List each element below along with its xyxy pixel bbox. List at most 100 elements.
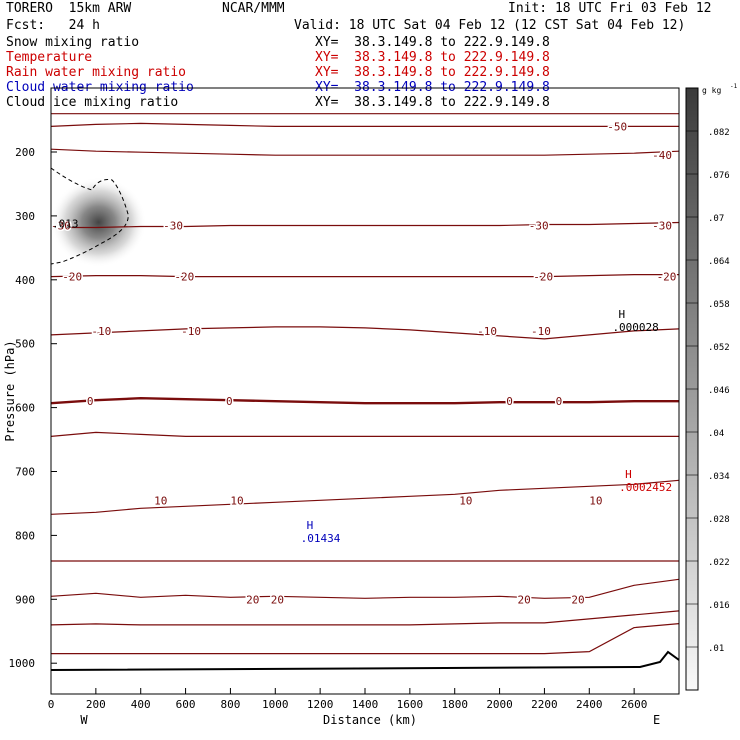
isotherm--10 [51,326,679,340]
field-label-snow: Snow mixing ratio [6,35,140,50]
isotherm-line [51,431,679,437]
max-value-0: .000028 [612,321,658,334]
colorbar-label: .082 [708,128,730,138]
y-axis-label: Pressure (hPa) [3,340,17,441]
x-tick-label: 2400 [576,698,603,711]
colorbar-label: .04 [708,429,724,439]
contour-label: 0 [226,395,233,408]
max-marker-1: H [625,468,632,481]
field-label-temperature: Temperature [6,50,93,65]
contour-label: -30 [652,219,672,232]
field-xy-snow: XY= 38.3.149.8 to 222.9.149.8 [315,35,550,50]
contour-label: 20 [518,593,531,606]
x-axis-label: Distance (km) [323,713,417,727]
contour-label: -10 [477,325,497,338]
max-value-2: .01434 [301,532,341,545]
contour-label: -30 [163,219,183,232]
y-tick-label: 1000 [9,657,36,670]
field-label-cloud-ice: Cloud ice mixing ratio [6,95,179,110]
contour-label: 0 [87,395,94,408]
contour-label: 0 [506,395,513,408]
isotherm--30 [51,221,679,229]
x-tick-label: 1000 [262,698,289,711]
org-label: NCAR/MMM [222,1,285,16]
plot-frame [50,87,680,695]
isotherm-line [51,623,679,655]
colorbar-label: .058 [708,300,730,310]
field-label-cloud-water: Cloud water mixing ratio [6,80,194,95]
colorbar-label: .046 [708,386,730,396]
contour-label: 20 [271,593,284,606]
init-time: Init: 18 UTC Fri 03 Feb 12 [508,1,712,16]
edge-value-label: .013 [52,217,79,230]
isotherm--40 [51,148,679,156]
x-tick-label: 2200 [531,698,558,711]
x-tick-label: 200 [86,698,106,711]
y-tick-label: 800 [15,529,35,542]
max-value-1: .0002452 [619,481,672,494]
model-title: TORERO 15km ARW [6,1,132,16]
contour-label: -10 [91,325,111,338]
isotherm-20 [51,578,679,599]
contour-label: -10 [181,325,201,338]
isotherm-10 [51,479,679,515]
contour-label: -20 [657,271,677,284]
contour-label: 20 [246,593,259,606]
colorbar-label: .07 [708,214,724,224]
contour-label: 20 [571,593,584,606]
isotherm--20 [51,274,679,278]
contour-label: -20 [62,271,82,284]
y-tick-label: 200 [15,146,35,159]
contour-label: -20 [533,271,553,284]
max-marker-0: H [618,308,625,321]
cloud-ice-contour [51,167,129,265]
field-label-rain: Rain water mixing ratio [6,65,187,80]
x-end-label-west: W [80,713,88,727]
colorbar-label: .01 [708,644,724,654]
isotherm--50 [51,122,679,127]
contour-label: -40 [652,149,672,162]
valid-time: Valid: 18 UTC Sat 04 Feb 12 (12 CST Sat … [294,18,686,33]
contour-label: -10 [531,325,551,338]
colorbar-label: .064 [708,257,730,267]
contour-label: 10 [230,494,243,507]
isotherm-line [51,610,679,626]
x-tick-label: 1200 [307,698,334,711]
y-tick-label: 600 [15,402,35,415]
y-tick-label: 500 [15,338,35,351]
y-tick-label: 400 [15,274,35,287]
field-xy-rain: XY= 38.3.149.8 to 222.9.149.8 [315,65,550,80]
contour-label: 10 [459,494,472,507]
y-tick-label: 700 [15,466,35,479]
contour-label: -20 [174,271,194,284]
forecast-hour: Fcst: 24 h [6,18,100,33]
contour-label: -30 [529,219,549,232]
colorbar-label: .022 [708,558,730,568]
y-tick-label: 300 [15,210,35,223]
contour-label: 0 [556,395,563,408]
terrain-line [51,650,679,671]
contour-label: 10 [154,494,167,507]
y-tick-label: 900 [15,593,35,606]
colorbar-unit: g kg [702,86,721,95]
contour-label: -30 [51,219,71,232]
max-marker-2: H [307,519,314,532]
x-tick-label: 2000 [486,698,513,711]
x-tick-label: 2600 [621,698,648,711]
x-end-label-east: E [653,713,660,727]
x-tick-label: 0 [48,698,55,711]
isotherm-0 [51,396,679,405]
colorbar-label: .034 [708,472,730,482]
x-tick-label: 800 [220,698,240,711]
contour-label: 10 [589,494,602,507]
x-tick-label: 1600 [397,698,424,711]
colorbar-label: .076 [708,171,730,181]
x-tick-label: 400 [131,698,151,711]
x-tick-label: 600 [176,698,196,711]
field-xy-temperature: XY= 38.3.149.8 to 222.9.149.8 [315,50,550,65]
colorbar-label: .028 [708,515,730,525]
colorbar-label: .016 [708,601,730,611]
x-tick-label: 1400 [352,698,379,711]
contour-label: -50 [607,120,627,133]
